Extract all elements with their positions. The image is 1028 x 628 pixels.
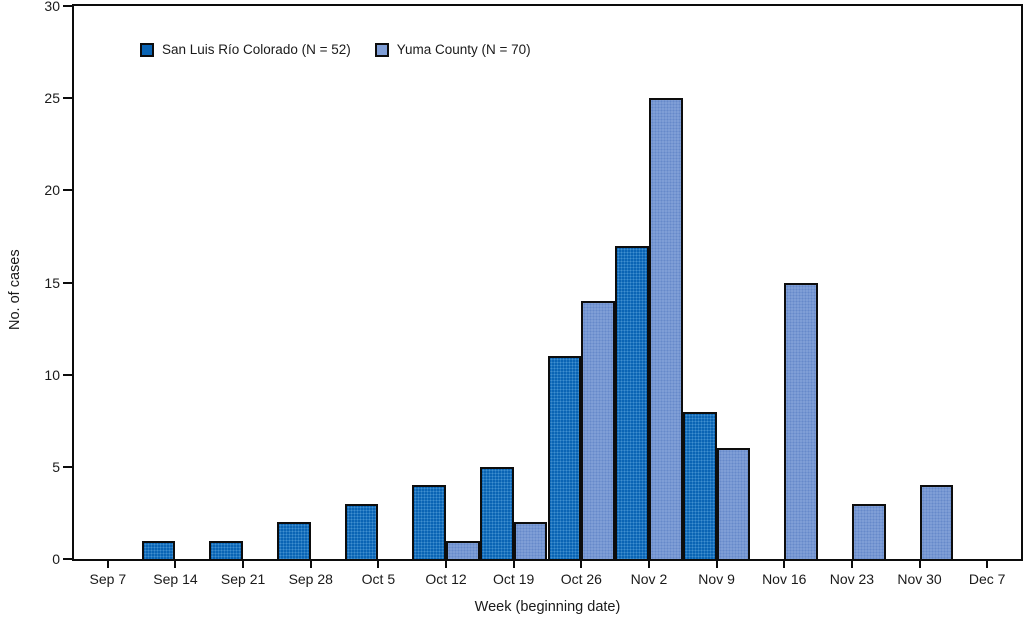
x-tick-oct-19 <box>512 559 515 568</box>
x-tick-label-sep-7: Sep 7 <box>89 571 127 587</box>
x-axis-tick-labels: Sep 7 Sep 14 Sep 21 Sep 28 Oct 5 Oct 12 Oct 19… <box>74 571 1021 589</box>
y-tick-15 <box>63 281 72 284</box>
legend: San Luis Río Colorado (N = 52) Yuma Coun… <box>140 42 531 57</box>
bar-yuma-oct-12 <box>446 540 480 559</box>
y-tick-10 <box>63 373 72 376</box>
x-tick-label-oct-19: Oct 19 <box>493 571 535 587</box>
legend-label-yuma: Yuma County (N = 70) <box>396 42 531 57</box>
bar-san-luis-oct-5 <box>344 503 379 559</box>
x-axis-title: Week (beginning date) <box>474 599 621 615</box>
bar-san-luis-oct-12 <box>412 485 447 559</box>
bar-yuma-nov-30 <box>919 485 954 559</box>
x-tick-sep-28 <box>309 559 312 568</box>
x-axis-tick-marks <box>74 559 1021 568</box>
x-tick-oct-26 <box>580 559 583 568</box>
x-tick-sep-7 <box>106 559 109 568</box>
x-tick-label-nov-16: Nov 16 <box>762 571 807 587</box>
legend-item-san-luis: San Luis Río Colorado (N = 52) <box>140 42 351 57</box>
y-tick-label-20: 20 <box>44 182 60 199</box>
x-tick-label-nov-30: Nov 30 <box>897 571 942 587</box>
bar-yuma-oct-19 <box>513 522 548 559</box>
x-tick-label-nov-23: Nov 23 <box>829 571 875 587</box>
bar-yuma-nov-16 <box>784 282 819 559</box>
bar-yuma-oct-26 <box>581 300 616 559</box>
bar-san-luis-sep-28 <box>276 522 311 559</box>
y-tick-label-0: 0 <box>52 551 60 567</box>
x-tick-label-sep-14: Sep 14 <box>153 571 198 587</box>
y-axis-tick-labels: 0 5 10 15 20 25 30 <box>24 0 60 567</box>
bar-yuma-nov-9 <box>716 448 751 559</box>
x-tick-label-oct-5: Oct 5 <box>361 571 396 587</box>
x-tick-nov-30 <box>918 559 921 568</box>
legend-label-san-luis: San Luis Río Colorado (N = 52) <box>162 42 351 57</box>
legend-swatch-yuma-icon <box>374 42 389 57</box>
x-tick-label-nov-9: Nov 9 <box>698 571 735 587</box>
bar-san-luis-nov-2 <box>615 245 649 559</box>
bar-san-luis-sep-14 <box>141 540 176 559</box>
y-tick-label-5: 5 <box>52 458 60 475</box>
bar-san-luis-oct-26 <box>547 356 582 559</box>
y-tick-30 <box>63 5 72 7</box>
x-tick-dec-7 <box>986 559 989 568</box>
y-tick-5 <box>63 465 72 468</box>
x-tick-nov-16 <box>783 559 786 568</box>
y-tick-label-15: 15 <box>44 274 60 291</box>
x-tick-nov-9 <box>715 559 718 568</box>
x-tick-label-oct-12: Oct 12 <box>425 571 467 587</box>
x-tick-nov-23 <box>850 559 853 568</box>
bar-yuma-nov-2 <box>648 98 683 559</box>
bar-san-luis-oct-19 <box>479 466 514 559</box>
y-axis-tick-marks <box>63 5 72 560</box>
x-tick-label-sep-21: Sep 21 <box>220 571 266 587</box>
x-tick-label-sep-28: Sep 28 <box>288 571 333 587</box>
y-tick-label-10: 10 <box>44 366 60 383</box>
x-tick-label-dec-7: Dec 7 <box>968 571 1006 587</box>
y-tick-25 <box>63 97 72 100</box>
x-tick-nov-2 <box>647 559 650 568</box>
x-tick-oct-5 <box>377 559 380 568</box>
plot-area: San Luis Río Colorado (N = 52) Yuma Coun… <box>72 4 1023 561</box>
y-axis-title: No. of cases <box>7 249 23 330</box>
y-tick-label-25: 25 <box>44 90 60 107</box>
x-tick-label-nov-2: Nov 2 <box>630 571 668 587</box>
x-tick-label-oct-26: Oct 26 <box>560 571 602 587</box>
y-tick-0 <box>63 558 72 560</box>
x-tick-sep-21 <box>242 559 245 568</box>
x-tick-sep-14 <box>174 559 177 568</box>
bar-yuma-nov-23 <box>851 503 886 559</box>
y-tick-label-30: 30 <box>44 0 60 14</box>
x-tick-oct-12 <box>445 559 448 568</box>
bar-san-luis-nov-9 <box>682 411 717 559</box>
legend-swatch-san-luis-icon <box>140 42 154 57</box>
legend-item-yuma: Yuma County (N = 70) <box>374 42 531 57</box>
bar-san-luis-sep-21 <box>209 540 244 559</box>
bars-layer <box>74 6 1021 559</box>
y-tick-20 <box>63 189 72 192</box>
